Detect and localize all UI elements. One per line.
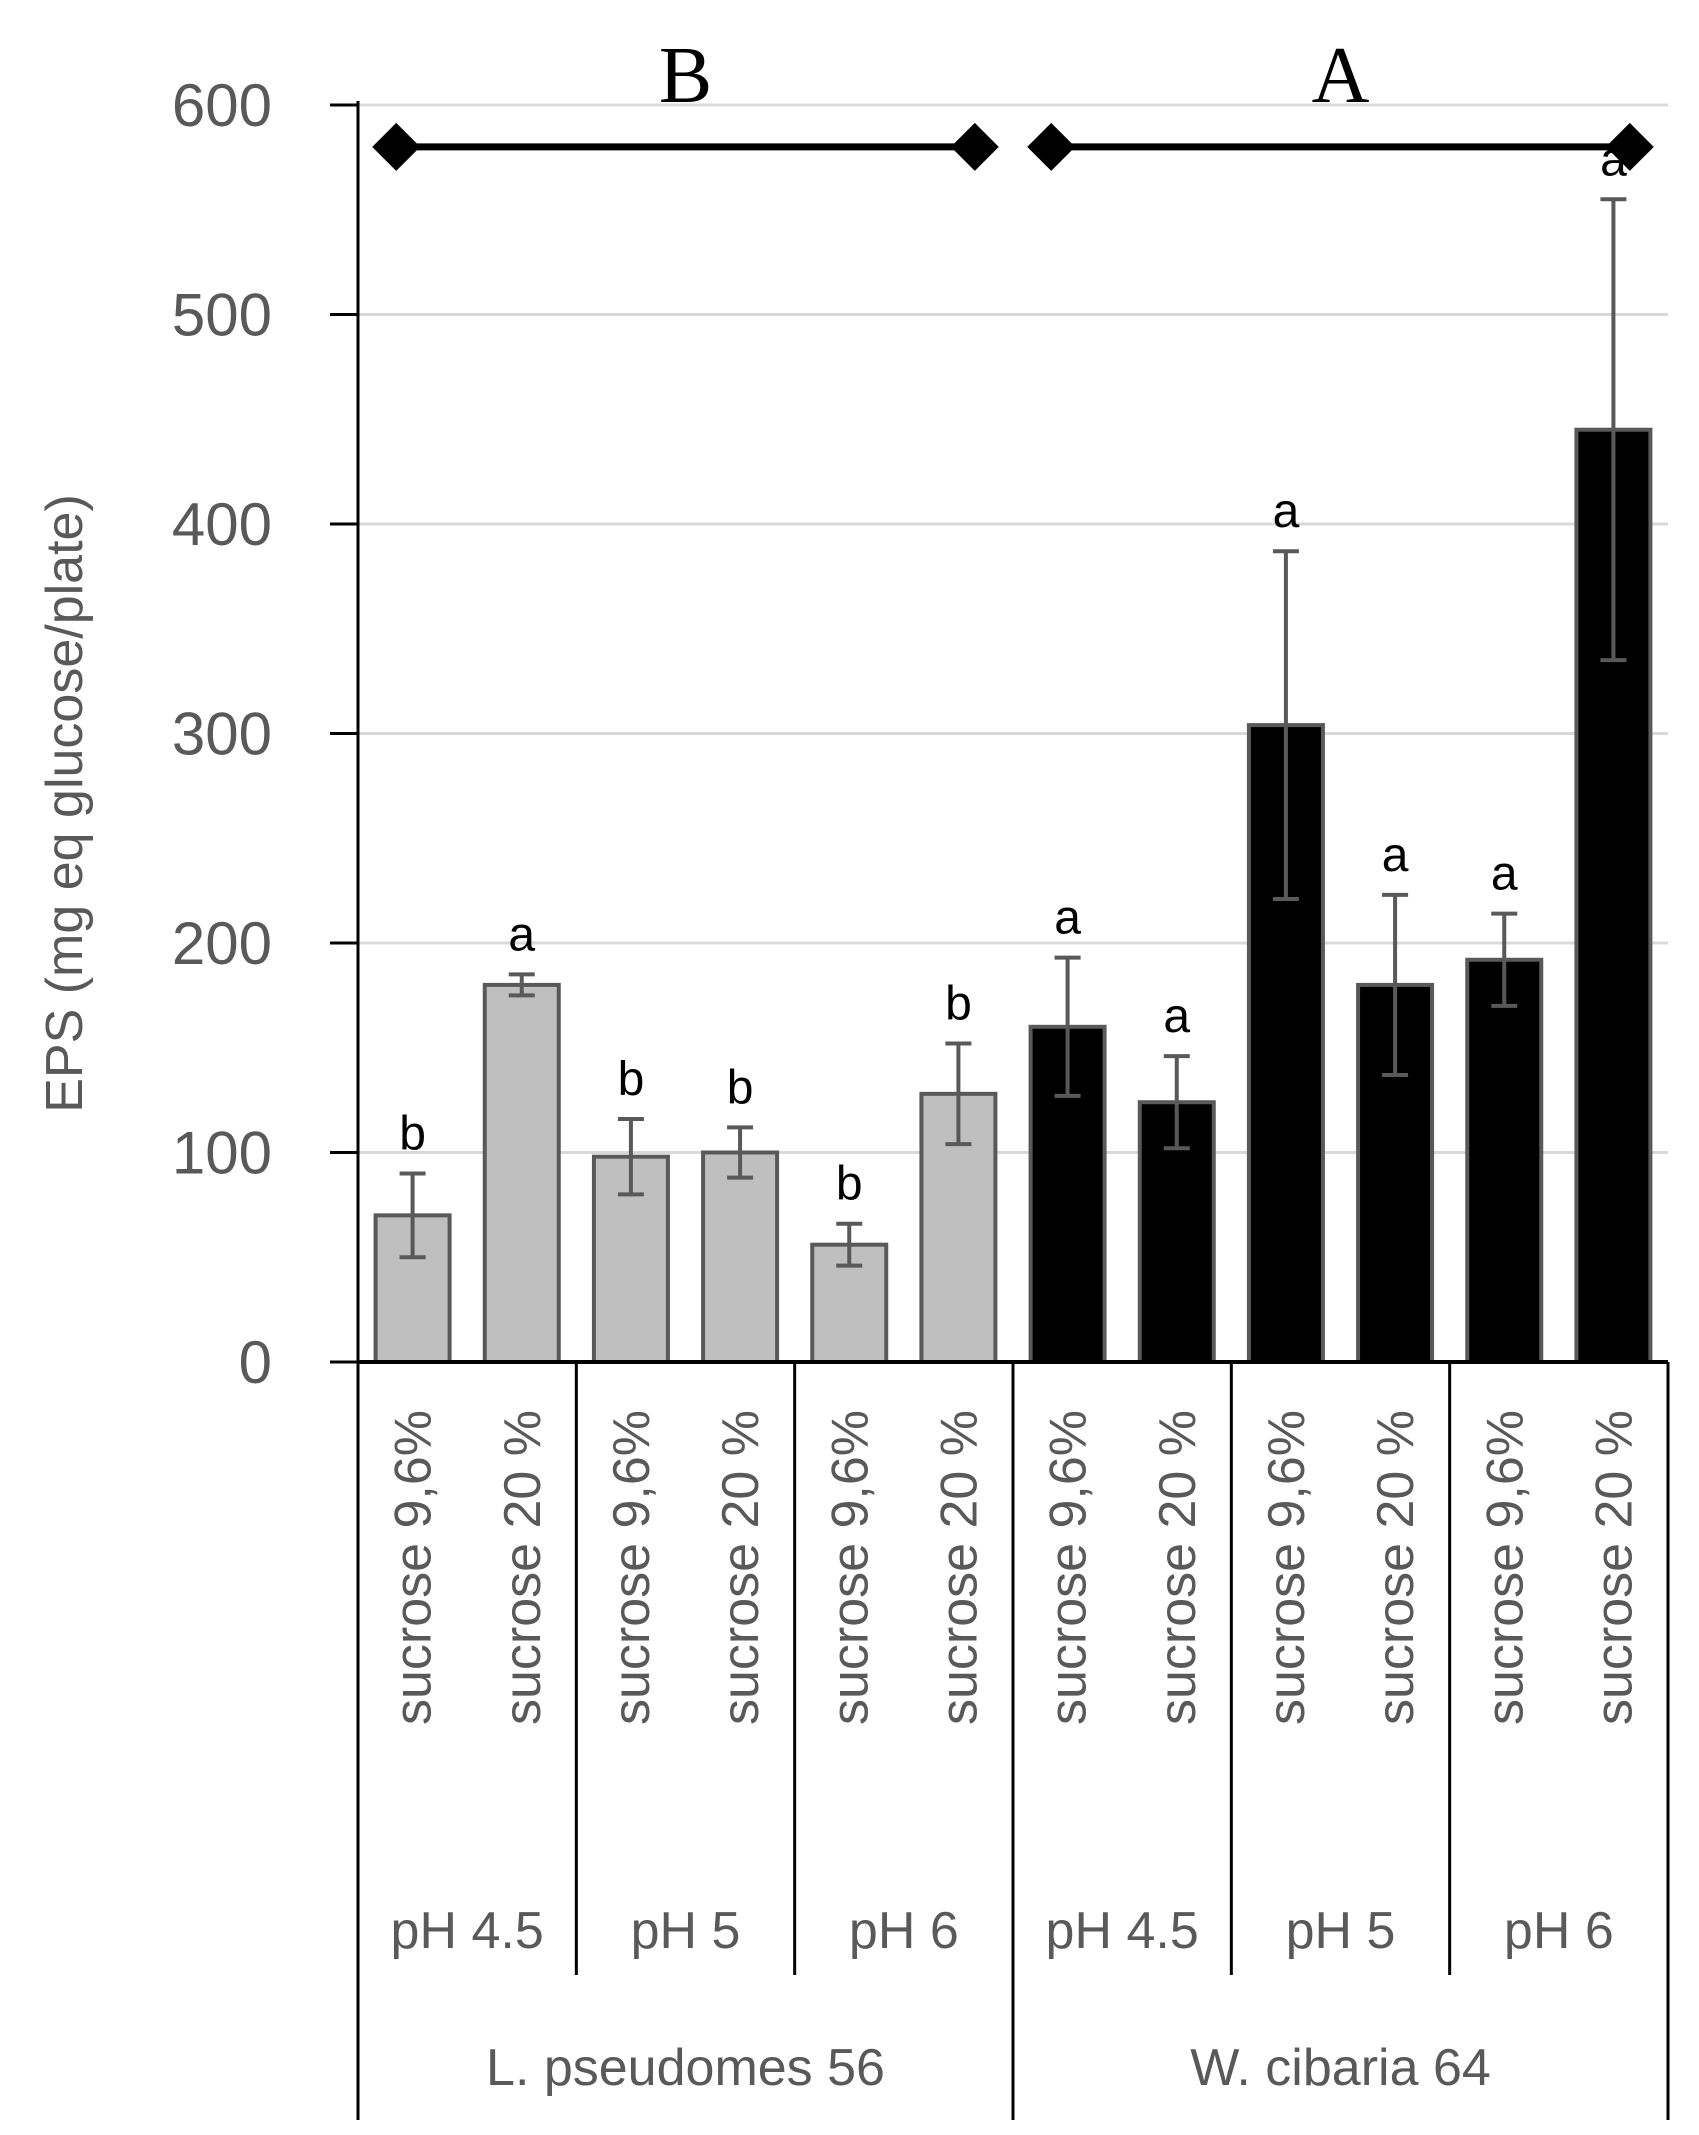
significance-letter: a bbox=[1273, 485, 1300, 538]
y-axis-ticks: 0 100 200 300 400 500 600 bbox=[172, 72, 360, 1396]
bar bbox=[1465, 957, 1544, 1364]
category-label: sucrose 20 % bbox=[1585, 1410, 1643, 1725]
x-axis: sucrose 9,6% sucrose 20 % sucrose 9,6% sucr… bbox=[356, 1360, 1670, 2120]
y-tick-label: 300 bbox=[172, 701, 272, 768]
ph-group-label: pH 5 bbox=[631, 1902, 741, 1960]
significance-letter: b bbox=[836, 1158, 863, 1211]
group-letter: A bbox=[1312, 32, 1370, 120]
category-label: sucrose 20 % bbox=[1149, 1410, 1207, 1725]
significance-letter: b bbox=[727, 1061, 754, 1114]
category-label: sucrose 9,6% bbox=[821, 1410, 879, 1725]
bar bbox=[701, 1150, 780, 1364]
y-axis-title: EPS (mg eq glucose/plate) bbox=[36, 494, 94, 1113]
category-label: sucrose 9,6% bbox=[1476, 1410, 1534, 1725]
category-label: sucrose 20 % bbox=[930, 1410, 988, 1725]
organism-label: L. pseudomes 56 bbox=[486, 2039, 885, 2097]
category-label: sucrose 9,6% bbox=[1040, 1410, 1098, 1725]
significance-letter: a bbox=[1054, 892, 1081, 945]
bar bbox=[810, 1242, 889, 1365]
category-label: sucrose 9,6% bbox=[385, 1410, 443, 1725]
y-tick-label: 600 bbox=[172, 72, 272, 139]
group-letter: B bbox=[659, 32, 712, 120]
bracket-diamond bbox=[950, 122, 999, 171]
y-tick-label: 100 bbox=[172, 1120, 272, 1187]
y-tick-label: 500 bbox=[172, 282, 272, 349]
significance-letter: b bbox=[399, 1107, 426, 1160]
organism-label: W. cibaria 64 bbox=[1190, 2039, 1491, 2097]
ph-group-label: pH 6 bbox=[1504, 1902, 1614, 1960]
bracket-diamond bbox=[372, 122, 421, 171]
category-label: sucrose 20 % bbox=[1367, 1410, 1425, 1725]
category-label: sucrose 9,6% bbox=[1258, 1410, 1316, 1725]
ph-group-label: pH 6 bbox=[849, 1902, 959, 1960]
significance-letter: a bbox=[508, 908, 535, 961]
ph-group-label: pH 4.5 bbox=[1046, 1902, 1199, 1960]
bars bbox=[373, 427, 1653, 1365]
grid-lines bbox=[358, 103, 1668, 1154]
error-bars bbox=[399, 197, 1627, 1268]
significance-letter: a bbox=[1382, 829, 1409, 882]
significance-letter: a bbox=[1491, 848, 1518, 901]
y-tick-label: 400 bbox=[172, 491, 272, 558]
ph-group-label: pH 5 bbox=[1286, 1902, 1396, 1960]
y-tick-label: 0 bbox=[239, 1329, 272, 1396]
category-label: sucrose 9,6% bbox=[603, 1410, 661, 1725]
bracket-diamond bbox=[1605, 122, 1654, 171]
y-tick-label: 200 bbox=[172, 910, 272, 977]
ph-group-label: pH 4.5 bbox=[391, 1902, 544, 1960]
category-label: sucrose 20 % bbox=[712, 1410, 770, 1725]
significance-letter: b bbox=[945, 978, 972, 1031]
bracket-diamond bbox=[1027, 122, 1076, 171]
significance-letter: a bbox=[1163, 990, 1190, 1043]
significance-letter: b bbox=[618, 1053, 645, 1106]
bar bbox=[482, 982, 561, 1365]
category-label: sucrose 20 % bbox=[494, 1410, 552, 1725]
